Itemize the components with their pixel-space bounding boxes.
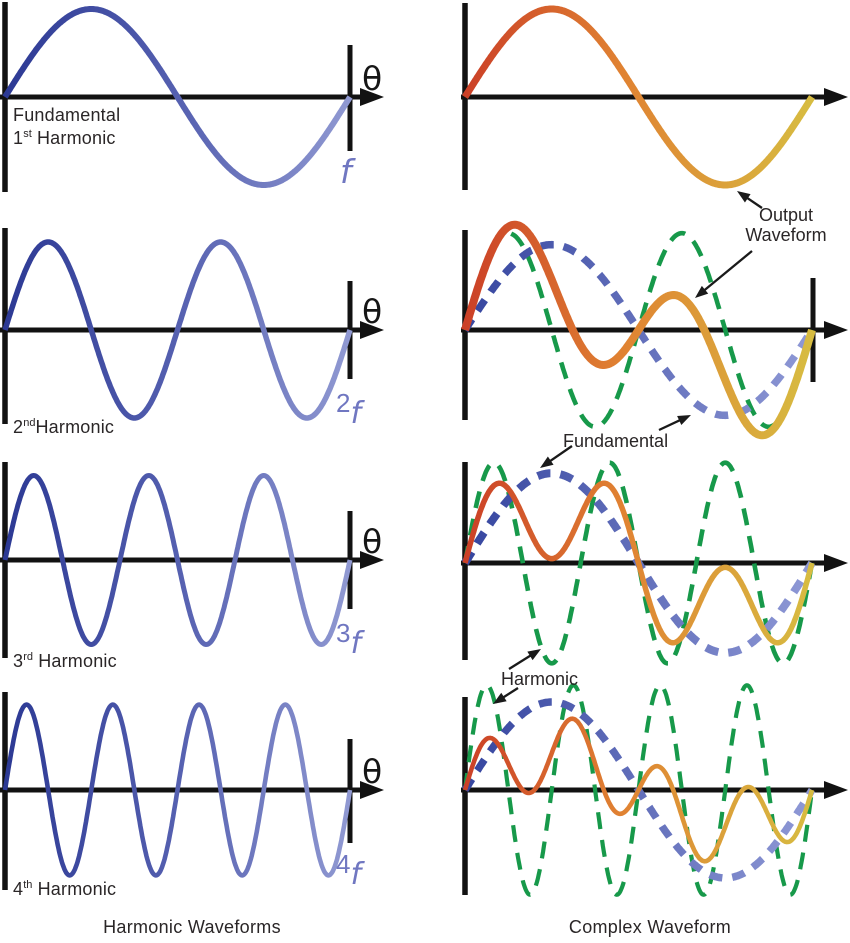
label-second-harmonic: 2ndHarmonic [13,417,115,437]
wave-1st-harmonic-f- [2,5,353,188]
annotation-arrow-line [658,417,684,432]
caption-harmonic-waveforms: Harmonic Waveforms [103,917,281,937]
label-third-harmonic: 3rd Harmonic [13,651,117,671]
wave-harmonic-4f- [462,683,815,897]
wave-output-waveform [462,5,815,189]
theta-axis-label-3: θ [362,522,383,561]
panel-left-1 [0,2,384,192]
annotation-arrowhead [695,285,709,298]
axis-arrowhead [360,781,384,799]
freq-label-f: f [340,152,352,191]
wave-output-waveform [461,220,816,440]
axis-arrowhead [824,781,848,799]
wave-fundamental-f- [461,240,816,420]
theta-axis-label-4: θ [362,752,383,791]
theta-axis-label-2: θ [362,292,383,331]
axis-arrowhead [360,551,384,569]
panel-complex-2 [461,220,848,440]
annotation-arrowhead [737,191,751,203]
axis-arrowhead [360,88,384,106]
label-fundamental-line: Fundamental [13,105,121,125]
annotation-arrow [540,445,573,468]
axis-arrowhead [824,554,848,572]
wave-output-waveform [462,480,815,646]
annotation-arrow [508,649,541,670]
annotation-arrowhead [540,456,554,468]
fundamental-annotation: Fundamental [563,431,669,451]
axis-arrowhead [824,88,848,106]
wave-2nd-harmonic-2f- [2,239,353,421]
caption-complex-waveform: Complex Waveform [568,917,732,937]
panel-left-3 [0,462,384,658]
label-fourth-harmonic: 4th Harmonic [13,879,117,899]
wave-harmonic-3f- [462,460,815,666]
wave-output-waveform [462,716,815,864]
annotation-arrow-line [546,445,573,464]
panel-complex-4 [461,683,848,897]
harmonic-annotation: Harmonic [501,669,579,689]
annotation-arrow [695,250,753,298]
wave-4th-harmonic-4f- [2,702,353,878]
axis-arrowhead [824,321,848,339]
wave-3rd-harmonic-3f- [2,472,353,648]
annotation-arrow [737,191,763,209]
annotation-arrowhead [677,415,691,426]
annotation-arrow [493,687,519,704]
panel-left-2 [0,228,384,424]
annotation-arrowhead [527,649,541,661]
annotation-arrow [658,415,691,432]
axis-arrowhead [360,321,384,339]
panel-complex-1 [461,3,848,190]
panel-complex-3 [461,460,848,666]
panel-left-4 [0,692,384,890]
output-waveform-annotation: Output Waveform [745,205,827,245]
theta-axis-label-1: θ [362,59,383,98]
annotation-arrow-line [701,250,753,294]
label-fundamental-first-harmonic: Fundamental 1st Harmonic [13,105,121,148]
annotation-arrowhead [493,692,507,704]
annotation-arrow-line [508,652,534,670]
